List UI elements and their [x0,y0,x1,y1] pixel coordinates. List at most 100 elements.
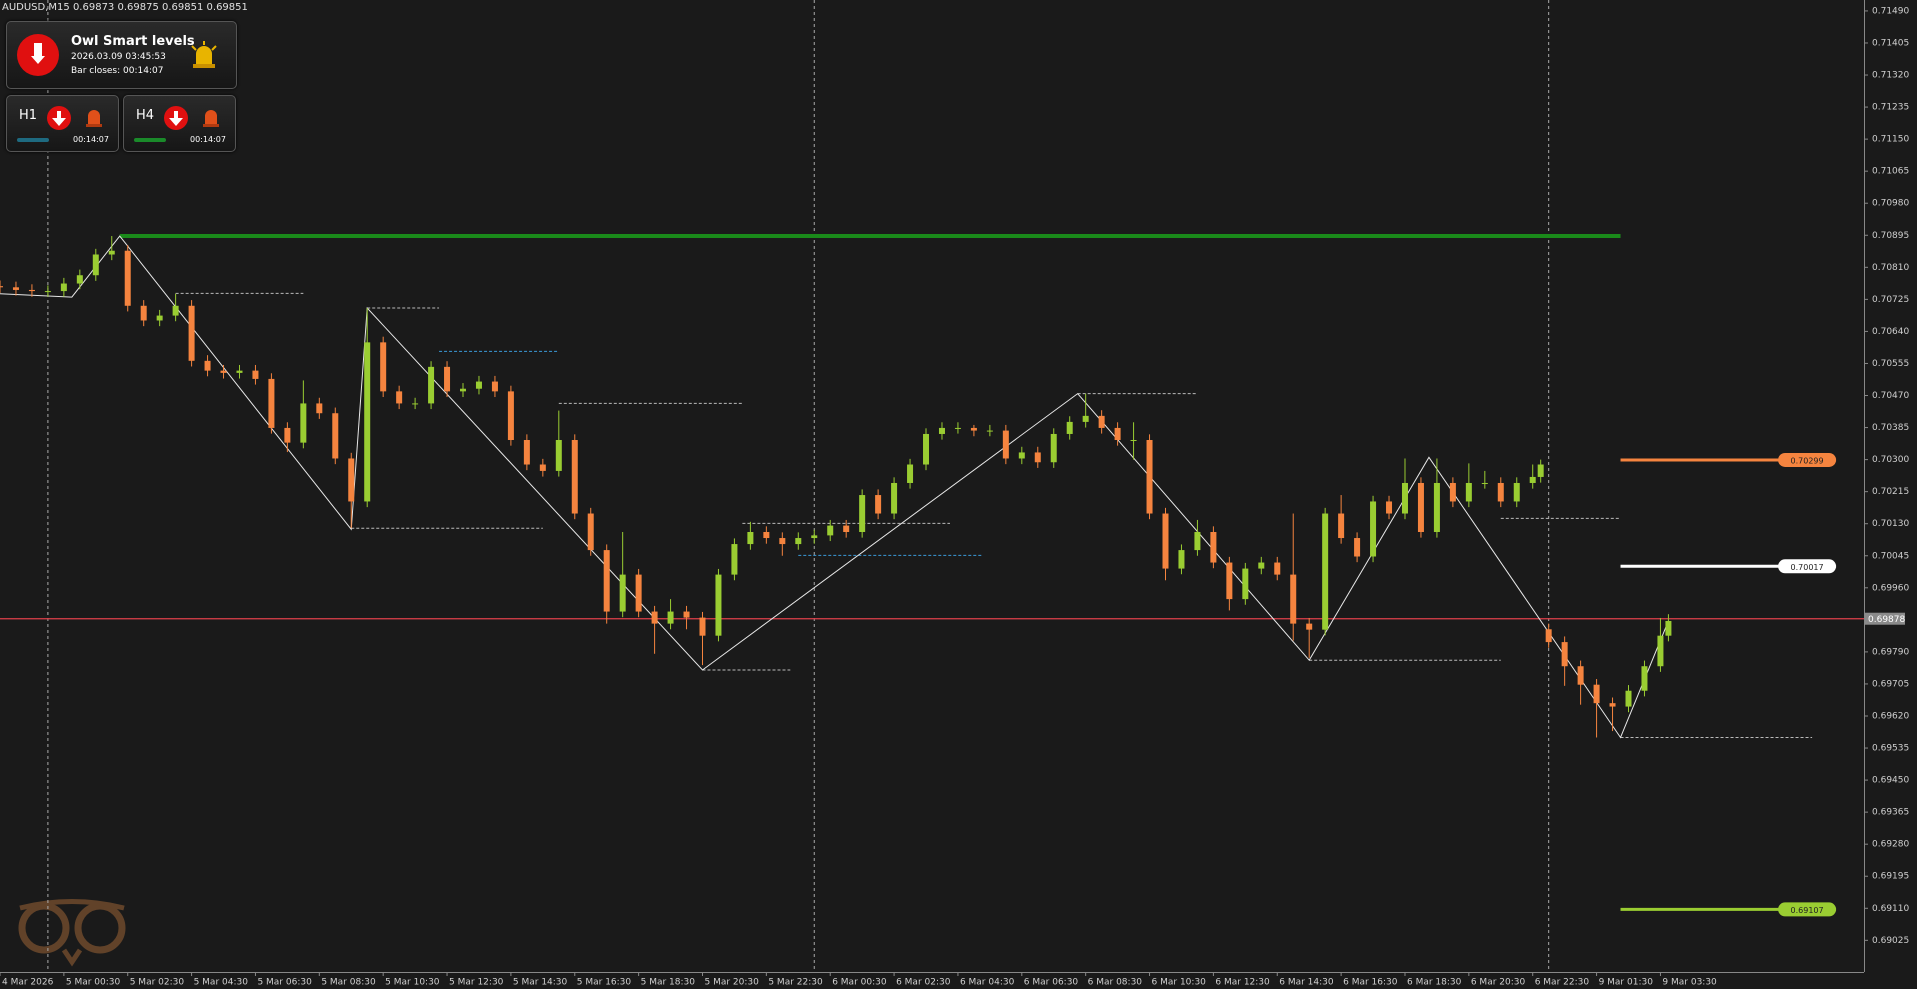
panel-bar-closes: Bar closes: 00:14:07 [71,66,164,76]
candle-body [1465,482,1472,502]
x-tick-label: 5 Mar 10:30 [385,978,440,988]
x-tick-label: 6 Mar 16:30 [1343,978,1398,988]
y-tick-label: 0.69960 [1872,583,1909,593]
candle-body [428,366,435,404]
x-tick-label: 6 Mar 08:30 [1088,978,1143,988]
candle-body [635,574,642,612]
candle-body [1641,666,1648,691]
timeframe-label: H4 [136,108,155,123]
candle-body [1497,482,1504,502]
smart-level-label: 0.70017 [1791,563,1824,572]
x-tick-label: 5 Mar 14:30 [513,978,568,988]
candle-body [938,427,945,434]
candle-body [811,535,818,539]
smart-level-label: 0.70299 [1791,456,1824,465]
candle-body [444,366,451,392]
price-tag-label: 0.69878 [1868,615,1905,625]
candle-body [1529,476,1536,483]
x-tick-label: 6 Mar 12:30 [1215,978,1270,988]
x-tick-label: 9 Mar 01:30 [1599,978,1654,988]
down-arrow [47,106,71,130]
y-tick-label: 0.70130 [1872,519,1909,529]
timeframe-panel: H4 00:14:07 [123,95,236,152]
x-tick-label: 5 Mar 08:30 [321,978,376,988]
candle-body [1545,629,1552,643]
candle-body [1130,440,1137,442]
candle-body [1609,703,1616,707]
candle-body [108,250,115,255]
y-tick-label: 0.69110 [1872,904,1909,914]
y-tick-label: 0.69535 [1872,744,1909,754]
candle-body [827,525,834,536]
y-tick-label: 0.70470 [1872,391,1909,401]
candle-body [667,611,674,624]
candle-body [1513,482,1520,502]
y-tick-label: 0.70810 [1872,263,1909,273]
candle-body [795,538,802,545]
y-tick-label: 0.69620 [1872,711,1909,721]
candle-body [699,617,706,636]
candle-body [1082,415,1089,422]
candle-body [1386,501,1393,514]
candle-body [124,250,131,306]
candle-body [907,464,914,483]
candle-body [1258,562,1265,569]
smart-level-tag [1778,559,1837,574]
candle-body [779,538,786,545]
candle-body [1018,452,1025,459]
candle-body [460,388,467,392]
x-tick-label: 4 Mar 2026 [2,978,54,988]
candle-body [731,544,738,575]
y-tick-label: 0.70725 [1872,295,1909,305]
candle-body [1034,452,1041,463]
candle-body [1665,620,1672,636]
candle-body [1162,513,1169,569]
candle-body [1625,690,1632,707]
candle-body [1226,562,1233,600]
candle-body [1449,482,1456,502]
x-tick-label: 6 Mar 10:30 [1152,978,1207,988]
indicator-panel: Owl Smart levels 2026.03.09 03:45:53 Bar… [6,21,237,89]
candle-body [1290,574,1297,624]
candle-body [44,291,51,293]
candle-body [1306,623,1313,630]
y-tick-label: 0.69450 [1872,776,1909,786]
timeframe-label: H1 [19,108,38,123]
timeframe-bar [134,138,166,142]
candle-body [587,513,594,551]
y-tick-label: 0.70385 [1872,423,1909,433]
x-tick-label: 6 Mar 22:30 [1535,978,1590,988]
candle-body [555,440,562,471]
candle-body [1433,482,1440,532]
candle-body [332,413,339,459]
candle-body [875,495,882,514]
header: AUDUSD,M15 0.69873 0.69875 0.69851 0.698… [2,2,248,13]
candle-body [348,458,355,502]
y-tick-label: 0.69280 [1872,840,1909,850]
candle-body [1401,482,1408,514]
down-arrow [164,106,188,130]
x-tick-label: 9 Mar 03:30 [1662,978,1717,988]
x-tick-label: 6 Mar 00:30 [832,978,887,988]
y-tick-label: 0.70045 [1872,551,1909,561]
candle-body [619,574,626,612]
candle-body [539,464,546,471]
candle-body [475,381,482,389]
panel-title: Owl Smart levels [71,34,195,49]
candle-body [891,482,898,514]
candle-body [364,342,371,502]
alarm-icon [191,41,217,68]
candle-body [0,286,3,288]
candle-body [1577,666,1584,685]
candle-body [236,370,243,373]
candle-body [1354,538,1361,557]
candle-body [92,254,99,276]
candle-body [140,305,147,321]
candle-body [1114,427,1121,441]
candle-body [1274,562,1281,575]
candle-body [12,287,19,290]
alarm-icon [86,110,102,127]
candle-body [1002,430,1009,459]
x-tick-label: 5 Mar 18:30 [641,978,696,988]
